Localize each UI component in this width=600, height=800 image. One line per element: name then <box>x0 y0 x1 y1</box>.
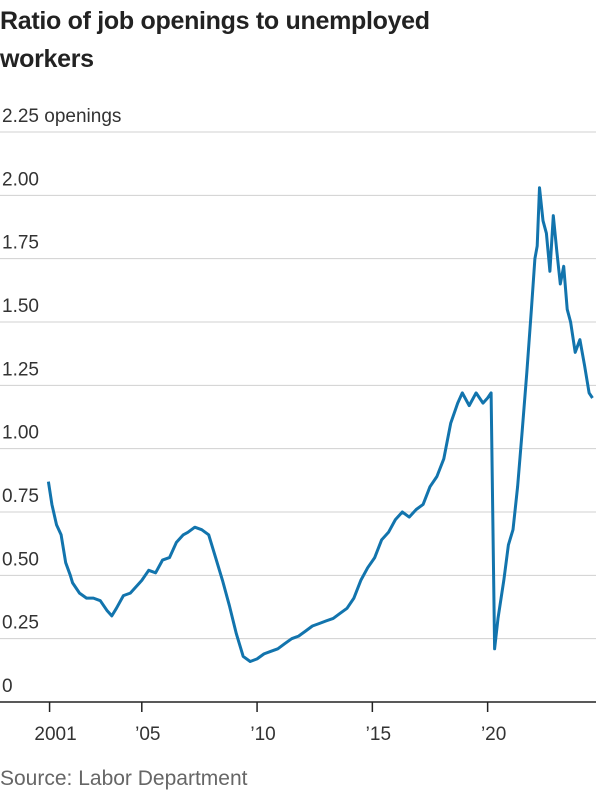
chart-title: Ratio of job openings to unemployed work… <box>0 7 430 73</box>
x-tick-label: ’20 <box>481 724 506 745</box>
y-tick-label: 0.50 <box>2 549 39 570</box>
y-tick-label: 2.00 <box>2 169 39 190</box>
y-tick-label: 1.25 <box>2 359 39 380</box>
y-tick-label: 0.25 <box>2 613 39 634</box>
x-tick-label: ’05 <box>135 724 160 745</box>
data-line <box>46 186 594 663</box>
y-tick-label: 2.25 openings <box>2 106 121 127</box>
y-tick-label: 1.00 <box>2 423 39 444</box>
source: Source: Labor Department <box>0 767 248 790</box>
x-tick-label: 2001 <box>34 724 76 745</box>
x-tick-label: ’10 <box>250 724 275 745</box>
y-tick-label: 0.75 <box>2 486 39 507</box>
x-tick-label: ’15 <box>366 724 391 745</box>
y-tick-label: 1.50 <box>2 296 39 317</box>
y-tick-label: 1.75 <box>2 233 39 254</box>
y-tick-label: 0 <box>2 676 13 697</box>
